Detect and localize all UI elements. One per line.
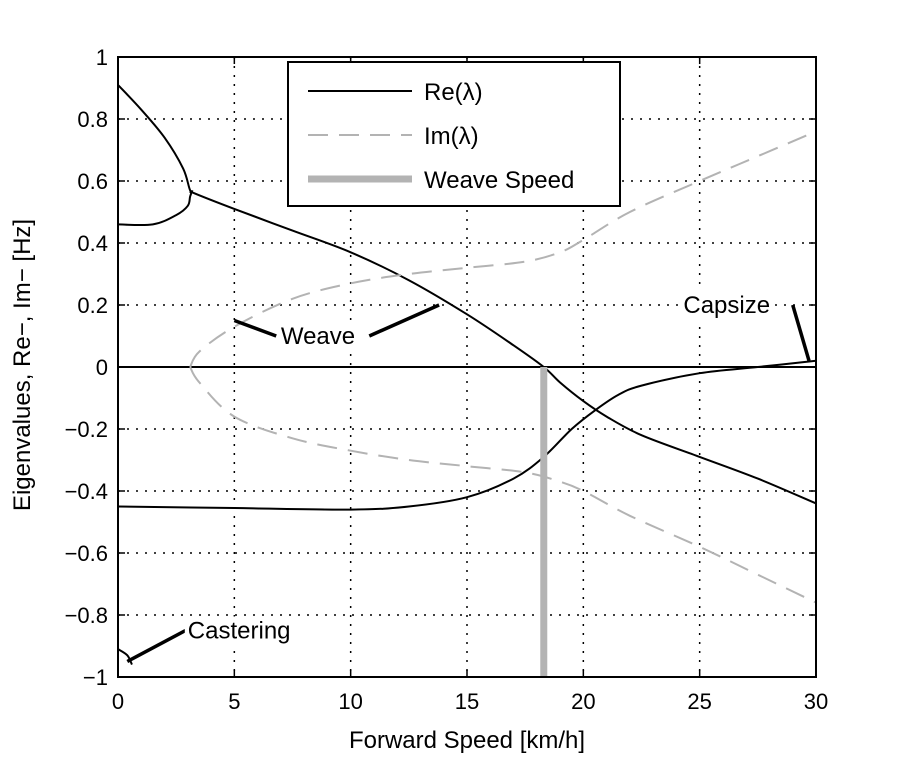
x-tick-label: 20 (571, 689, 595, 714)
legend-label-weave-speed: Weave Speed (424, 167, 574, 194)
capsize-label-bg (680, 291, 774, 320)
series-line-re-1 (117, 189, 194, 227)
weave-label-bg (277, 322, 359, 351)
x-tick-label: 30 (804, 689, 828, 714)
y-tick-label: 1 (96, 45, 108, 70)
y-tick-label: −0.8 (65, 603, 108, 628)
y-tick-label: 0.8 (77, 107, 108, 132)
legend: Re(λ) Im(λ) Weave Speed (287, 61, 621, 207)
y-axis-label: Eigenvalues, Re−, Im− [Hz] (9, 219, 36, 511)
series-line-im-6 (189, 366, 817, 604)
series-line-re-4 (117, 648, 133, 666)
annotations: Weave Capsize Castering (126, 291, 811, 664)
castering-pointer-line (126, 628, 187, 664)
y-tick-label: 0.6 (77, 169, 108, 194)
weave-pointer-line (368, 303, 440, 338)
series-line-re-2 (117, 359, 817, 511)
axis-ticks: 0 5 10 15 20 25 30 −1 −0.8 −0.6 −0.4 −0.2 0 0.2 0.4 0.6… (65, 45, 829, 714)
legend-label-re: Re(λ) (424, 79, 483, 106)
capsize-pointer-line (791, 304, 811, 362)
series-line-re-0 (117, 84, 817, 505)
castering-label: Castering (188, 618, 291, 645)
y-tick-label: −0.4 (65, 479, 108, 504)
castering-label-bg (184, 616, 294, 646)
x-tick-label: 15 (455, 689, 479, 714)
x-tick-label: 0 (112, 689, 124, 714)
weave-pointer-line (233, 318, 277, 338)
y-tick-label: 0 (96, 355, 108, 380)
weave-label: Weave (281, 323, 355, 350)
y-tick-label: −0.2 (65, 417, 108, 442)
y-tick-label: 0.2 (77, 293, 108, 318)
legend-label-im: Im(λ) (424, 123, 479, 150)
x-axis-label: Forward Speed [km/h] (349, 727, 585, 754)
y-tick-label: 0.4 (77, 231, 108, 256)
y-tick-label: −0.6 (65, 541, 108, 566)
x-tick-label: 25 (687, 689, 711, 714)
x-tick-label: 10 (338, 689, 362, 714)
capsize-label: Capsize (683, 292, 770, 319)
x-tick-label: 5 (228, 689, 240, 714)
y-tick-label: −1 (83, 665, 108, 690)
